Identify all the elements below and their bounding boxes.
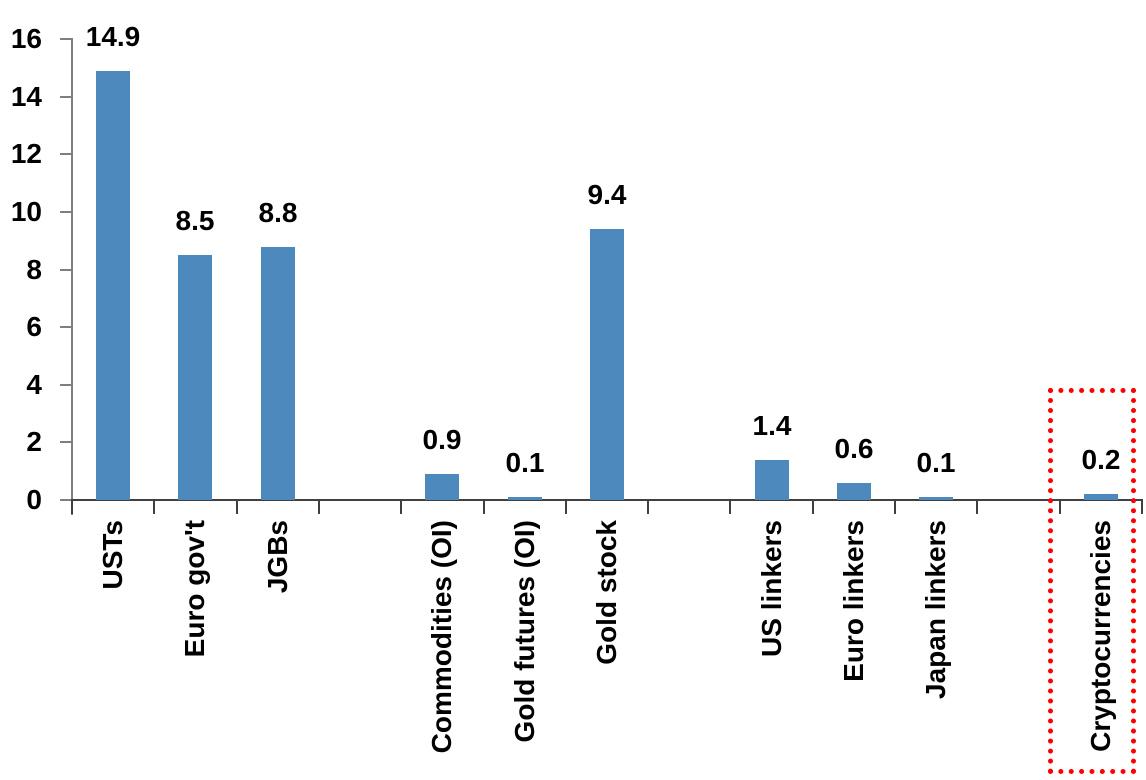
category-label: Euro gov't xyxy=(179,520,210,658)
bar-value-label: 0.6 xyxy=(834,433,874,464)
bar xyxy=(837,483,871,500)
y-tick xyxy=(60,211,72,213)
x-tick xyxy=(1058,500,1061,514)
bar-value-label: 0.1 xyxy=(505,447,545,478)
x-tick xyxy=(235,500,238,514)
y-tick-label: 10 xyxy=(10,196,42,227)
bar-value-label: 14.9 xyxy=(85,21,141,52)
bar xyxy=(261,247,295,500)
y-tick-label: 8 xyxy=(26,253,42,285)
category-label: JGBs xyxy=(262,520,293,594)
category-label: Euro linkers xyxy=(838,520,869,682)
y-tick xyxy=(60,441,72,444)
y-tick xyxy=(60,95,72,98)
x-tick xyxy=(317,500,320,514)
y-tick xyxy=(60,326,72,329)
highlight-box xyxy=(1048,388,1136,774)
x-tick xyxy=(71,500,73,514)
y-tick-label: 4 xyxy=(26,368,42,400)
y-tick xyxy=(60,383,72,386)
bar xyxy=(755,460,789,500)
bar xyxy=(919,497,953,500)
category-label: Japan linkers xyxy=(920,520,951,699)
category-label: Gold stock xyxy=(591,520,622,665)
bar-value-label: 0.2 xyxy=(1081,444,1121,475)
y-tick-label: 14 xyxy=(10,80,42,112)
y-tick xyxy=(60,268,72,271)
bar-value-label: 9.4 xyxy=(587,179,627,210)
bar xyxy=(178,255,212,500)
category-label: Commodities (OI) xyxy=(426,520,457,754)
x-axis-line xyxy=(71,499,1143,501)
x-tick xyxy=(811,500,814,514)
bar xyxy=(425,474,459,500)
y-tick xyxy=(60,499,72,501)
bar xyxy=(96,71,130,500)
y-tick xyxy=(60,153,72,156)
bar xyxy=(1084,494,1118,500)
bar-value-label: 0.1 xyxy=(916,447,956,478)
category-label: Gold futures (OI) xyxy=(509,520,540,743)
x-tick xyxy=(976,500,979,514)
x-tick xyxy=(729,500,732,514)
y-tick xyxy=(60,38,72,41)
y-tick-label: 0 xyxy=(26,484,42,515)
x-tick xyxy=(894,500,897,514)
y-tick-label: 12 xyxy=(10,138,42,170)
bar-value-label: 0.9 xyxy=(422,424,462,455)
bar xyxy=(590,229,624,500)
bar-value-label: 8.8 xyxy=(258,197,298,228)
category-label: USTs xyxy=(97,520,128,590)
x-tick xyxy=(153,500,156,514)
x-tick xyxy=(647,500,650,514)
x-tick xyxy=(1141,500,1143,514)
category-label: US linkers xyxy=(756,520,787,657)
bar-value-label: 8.5 xyxy=(175,205,215,236)
y-tick-label: 6 xyxy=(26,311,42,343)
x-tick xyxy=(400,500,403,514)
y-tick-label: 2 xyxy=(26,426,42,458)
x-tick xyxy=(564,500,567,514)
y-tick-label: 16 xyxy=(10,23,42,55)
y-axis-line xyxy=(71,38,73,515)
bar-value-label: 1.4 xyxy=(752,410,792,441)
x-tick xyxy=(482,500,485,514)
bar xyxy=(508,497,542,500)
